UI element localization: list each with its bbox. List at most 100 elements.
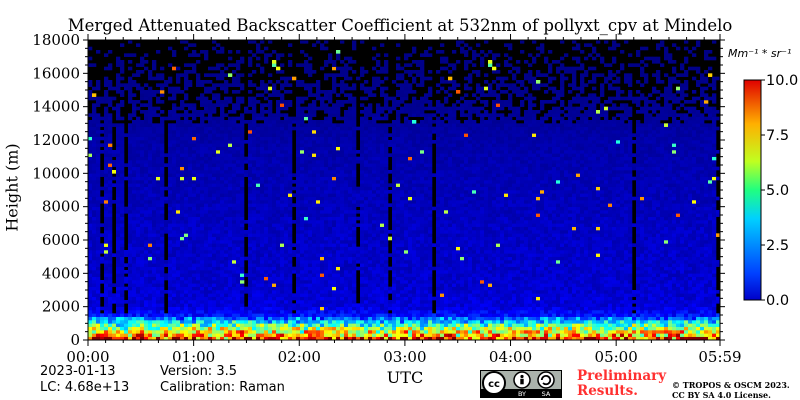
heatmap-cell <box>232 333 237 337</box>
heatmap-cell <box>188 170 193 174</box>
heatmap-cell <box>172 196 177 201</box>
heatmap-cell <box>144 170 149 174</box>
heatmap-cell <box>176 223 181 227</box>
heatmap-cell <box>264 210 269 214</box>
heatmap-cell <box>224 213 229 217</box>
heatmap-cell <box>352 280 357 284</box>
heatmap-cell <box>280 63 285 67</box>
heatmap-cell <box>192 130 197 134</box>
heatmap-cell <box>104 270 109 274</box>
heatmap-cell <box>296 146 301 151</box>
heatmap-cell <box>324 316 329 321</box>
heatmap-cell <box>300 176 305 181</box>
heatmap-cell <box>132 80 137 84</box>
heatmap-cell <box>240 330 245 334</box>
heatmap-cell <box>356 320 361 324</box>
heatmap-cell <box>212 150 217 154</box>
heatmap-cell <box>244 173 249 177</box>
heatmap-cell <box>332 83 337 87</box>
heatmap-cell <box>96 176 101 181</box>
heatmap-cell <box>256 113 261 117</box>
heatmap-cell <box>320 123 325 127</box>
heatmap-cell <box>228 186 233 191</box>
heatmap-cell <box>248 146 253 151</box>
heatmap-cell <box>156 260 161 264</box>
heatmap-cell <box>332 170 337 174</box>
heatmap-cell <box>140 176 145 181</box>
heatmap-cell <box>256 223 261 227</box>
heatmap-cell <box>160 136 165 141</box>
heatmap-cell <box>324 240 329 244</box>
heatmap-cell <box>324 280 329 284</box>
heatmap-cell <box>164 336 169 341</box>
heatmap-cell <box>332 313 337 317</box>
heatmap-cell <box>112 283 117 287</box>
heatmap-cell <box>272 296 277 301</box>
heatmap-cell <box>172 166 177 171</box>
heatmap-cell <box>252 163 257 167</box>
heatmap-cell <box>296 153 301 157</box>
heatmap-cell <box>140 160 145 164</box>
heatmap-cell <box>328 176 333 181</box>
heatmap-cell <box>232 286 237 291</box>
heatmap-cell <box>136 216 141 221</box>
heatmap-cell <box>304 310 309 314</box>
heatmap-cell <box>360 193 365 197</box>
heatmap-cell <box>240 136 245 141</box>
heatmap-cell <box>304 236 309 241</box>
heatmap-cell <box>204 86 209 91</box>
heatmap-cell <box>348 186 353 191</box>
heatmap-cell <box>324 260 329 264</box>
heatmap-cell <box>180 280 185 284</box>
heatmap-cell <box>228 306 233 311</box>
heatmap-cell <box>116 246 121 251</box>
heatmap-cell <box>268 196 273 201</box>
heatmap-cell <box>208 140 213 144</box>
heatmap-cell <box>152 253 157 257</box>
heatmap-cell <box>276 70 281 74</box>
heatmap-cell <box>128 243 133 247</box>
heatmap-cell <box>308 333 313 337</box>
heatmap-cell <box>108 196 113 201</box>
heatmap-cell <box>252 210 257 214</box>
heatmap-cell <box>320 96 325 101</box>
heatmap-cell <box>268 190 273 194</box>
heatmap-cell <box>144 143 149 147</box>
heatmap-cell <box>184 133 189 137</box>
heatmap-cell <box>232 283 237 287</box>
heatmap-cell <box>364 260 369 264</box>
heatmap-cell <box>212 320 217 324</box>
heatmap-cell <box>264 206 269 211</box>
heatmap-cell <box>96 143 101 147</box>
heatmap-cell <box>148 70 153 74</box>
heatmap-cell <box>160 246 165 251</box>
heatmap-cell <box>192 53 197 57</box>
heatmap-cell <box>332 60 337 64</box>
heatmap-cell <box>284 196 289 201</box>
heatmap-cell <box>364 293 369 297</box>
heatmap-cell <box>88 170 93 174</box>
heatmap-cell <box>360 173 365 177</box>
heatmap-cell <box>348 166 353 171</box>
heatmap-cell <box>248 143 253 147</box>
heatmap-cell <box>336 310 341 314</box>
heatmap-cell <box>128 206 133 211</box>
heatmap-cell <box>184 240 189 244</box>
heatmap-cell <box>148 123 153 127</box>
heatmap-cell <box>208 226 213 231</box>
heatmap-cell <box>152 326 157 331</box>
heatmap-cell <box>300 223 305 227</box>
heatmap-cell <box>140 150 145 154</box>
heatmap-cell <box>272 306 277 311</box>
heatmap-cell <box>360 116 365 121</box>
heatmap-cell <box>204 100 209 104</box>
heatmap-cell <box>252 143 257 147</box>
heatmap-cell <box>184 243 189 247</box>
heatmap-cell <box>120 280 125 284</box>
heatmap-cell <box>160 296 165 301</box>
heatmap-cell <box>340 170 345 174</box>
heatmap-cell <box>152 226 157 231</box>
heatmap-cell <box>88 143 93 147</box>
heatmap-cell <box>196 113 201 117</box>
heatmap-cell <box>316 93 321 97</box>
